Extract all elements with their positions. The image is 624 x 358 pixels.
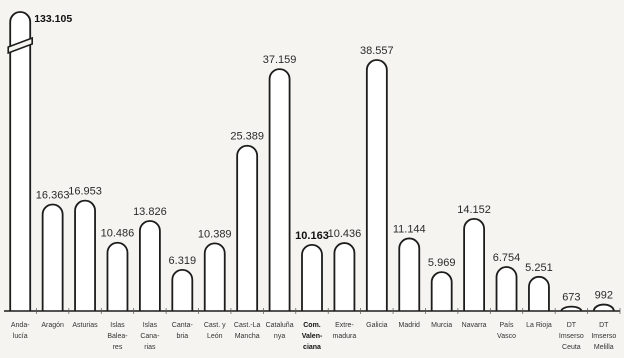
value-label-islas-balea-res: 10.486 xyxy=(101,228,135,240)
category-label-asturias: Asturias xyxy=(72,322,98,329)
value-label-dt-imserso-ceuta: 673 xyxy=(562,292,580,304)
bar-islas-balea-res xyxy=(106,241,129,311)
category-label-islas-cana-rias: Islas Cana-rias xyxy=(140,322,160,351)
value-label-extre-madura: 10.436 xyxy=(328,228,362,240)
x-axis-ticks xyxy=(36,308,621,314)
bar-madrid xyxy=(398,237,421,311)
bar-la-rioja xyxy=(528,275,550,311)
bar-murcia xyxy=(430,271,453,311)
value-label-madrid: 11.144 xyxy=(393,223,426,235)
bar-asturias xyxy=(74,199,96,311)
value-label-la-rioja: 5.251 xyxy=(525,262,553,274)
value-label-canta-bria: 6.319 xyxy=(169,255,197,267)
bar-dt-imserso-melilla xyxy=(592,303,615,312)
value-label-navarra: 14.152 xyxy=(457,204,491,216)
category-label-dt-imserso-ceuta: DT Imserso Ceuta xyxy=(559,322,584,351)
value-label-pais-vasco: 6.754 xyxy=(493,252,521,264)
bar-navarra xyxy=(463,217,486,311)
bar-extre-madura xyxy=(333,242,356,311)
category-label-canta-bria: Canta-bria xyxy=(172,322,194,340)
value-label-aragon: 16.363 xyxy=(36,189,70,201)
category-label-murcia: Murcia xyxy=(431,322,452,329)
value-label-cataluna-nya: 37.159 xyxy=(263,54,297,66)
value-label-anda-lucia: 133.105 xyxy=(34,13,72,25)
category-label-cataluna-nya: Cataluña nya xyxy=(266,322,294,340)
bar-anda-lucia xyxy=(9,11,32,311)
category-label-dt-imserso-melilla: DT Imserso Melilla xyxy=(591,322,616,351)
bar-galicia xyxy=(365,59,388,311)
axis-break-mark xyxy=(7,36,34,55)
category-label-islas-balea-res: Islas Balea-res xyxy=(107,322,128,351)
category-label-cast-y-leon: Cast. y León xyxy=(204,322,226,340)
value-label-cast-la-mancha: 25.389 xyxy=(230,131,264,143)
bar-com-valen-ciana xyxy=(301,243,323,311)
category-label-cast-la-mancha: Cast.-La Mancha xyxy=(234,322,261,340)
bar-canta-bria xyxy=(171,268,194,311)
value-label-cast-y-leon: 10.389 xyxy=(198,228,232,240)
bar-cataluna-nya xyxy=(268,68,291,311)
category-label-la-rioja: La Rioja xyxy=(526,322,552,329)
category-label-aragon: Aragón xyxy=(41,322,64,329)
category-label-anda-lucia: Anda-lucía xyxy=(11,322,30,340)
category-label-navarra: Navarra xyxy=(462,322,487,329)
category-labels-group: Anda-lucía Aragón Asturias Islas Balea-res Is… xyxy=(11,322,616,351)
value-label-com-valen-ciana: 10.163 xyxy=(295,230,329,242)
bar-cast-y-leon xyxy=(203,242,226,311)
category-label-com-valen-ciana: Com. Valen-ciana xyxy=(302,322,323,351)
value-label-dt-imserso-melilla: 992 xyxy=(595,290,613,302)
category-label-pais-vasco: País Vasco xyxy=(497,322,516,340)
value-label-islas-cana-rias: 13.826 xyxy=(133,206,167,218)
category-label-extre-madura: Extre-madura xyxy=(333,322,357,340)
bar-islas-cana-rias xyxy=(138,220,161,311)
value-label-asturias: 16.953 xyxy=(68,186,102,198)
bar-dt-imserso-ceuta xyxy=(560,305,583,312)
category-label-galicia: Galicia xyxy=(366,322,388,329)
bars-group xyxy=(7,11,615,312)
bar-cast-la-mancha xyxy=(236,144,259,311)
value-label-galicia: 38.557 xyxy=(360,45,394,57)
bar-aragon xyxy=(41,203,64,311)
bar-pais-vasco xyxy=(495,266,518,311)
category-label-madrid: Madrid xyxy=(399,322,421,329)
value-label-murcia: 5.969 xyxy=(428,257,456,269)
